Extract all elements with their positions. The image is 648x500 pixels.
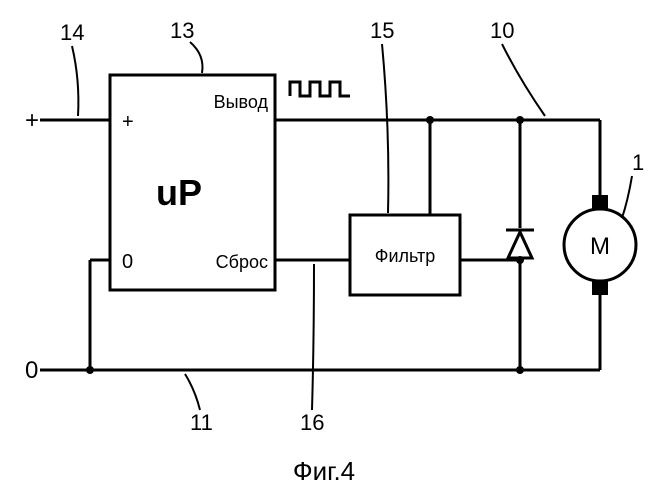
- ref-15: 15: [370, 18, 394, 43]
- leader-1: [622, 176, 632, 218]
- leader-15: [382, 44, 388, 213]
- zero-terminal: 0: [25, 357, 38, 384]
- motor-letter: M: [590, 233, 610, 260]
- node: [516, 366, 524, 374]
- ref-1: 1: [632, 150, 644, 175]
- up-reset-label: Сброс: [216, 252, 268, 272]
- ref-11: 11: [190, 410, 213, 435]
- leader-10: [502, 44, 545, 116]
- circuit-diagram: + 0 Вывод Сброс uP Фильтр M + 0 14 13 15…: [0, 0, 648, 500]
- leader-14: [72, 46, 78, 116]
- ref-16: 16: [300, 410, 324, 435]
- figure-caption: Фиг.4: [293, 456, 355, 486]
- leader-16: [312, 264, 314, 410]
- ref-13: 13: [170, 18, 194, 43]
- ref-14: 14: [60, 20, 84, 45]
- leader-13: [190, 42, 203, 73]
- up-output-label: Вывод: [214, 92, 269, 112]
- leader-11: [185, 374, 200, 410]
- node: [426, 116, 434, 124]
- node: [86, 366, 94, 374]
- plus-terminal: +: [25, 107, 39, 134]
- diode-icon: [506, 230, 534, 258]
- up-title: uP: [156, 172, 202, 213]
- node: [516, 116, 524, 124]
- filter-label: Фильтр: [375, 246, 435, 266]
- up-zero-pin: 0: [122, 251, 133, 273]
- ref-10: 10: [490, 18, 514, 43]
- pwm-icon: [290, 82, 350, 96]
- up-plus-pin: +: [122, 111, 134, 133]
